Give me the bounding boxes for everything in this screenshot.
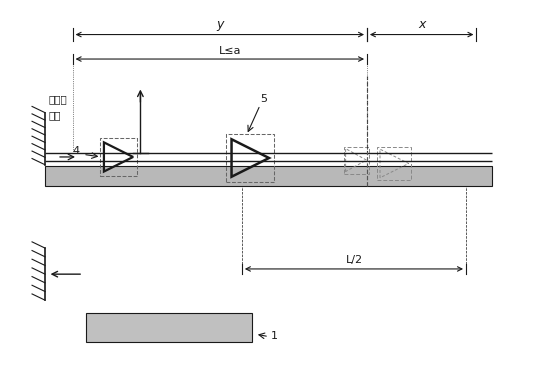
- Text: 1: 1: [271, 331, 278, 341]
- Bar: [377, 146, 411, 180]
- Text: L/2: L/2: [345, 255, 362, 265]
- Bar: [45, 166, 492, 186]
- Bar: [344, 146, 369, 173]
- Bar: [226, 134, 274, 182]
- Bar: [100, 138, 137, 176]
- Text: x: x: [418, 18, 426, 31]
- Text: 光束腰: 光束腰: [48, 94, 67, 104]
- Text: y: y: [216, 18, 224, 31]
- Text: 位置: 位置: [48, 110, 61, 120]
- Text: 5: 5: [260, 94, 267, 104]
- Text: L≤a: L≤a: [219, 46, 242, 56]
- Text: 4: 4: [73, 146, 80, 156]
- Bar: [86, 313, 252, 342]
